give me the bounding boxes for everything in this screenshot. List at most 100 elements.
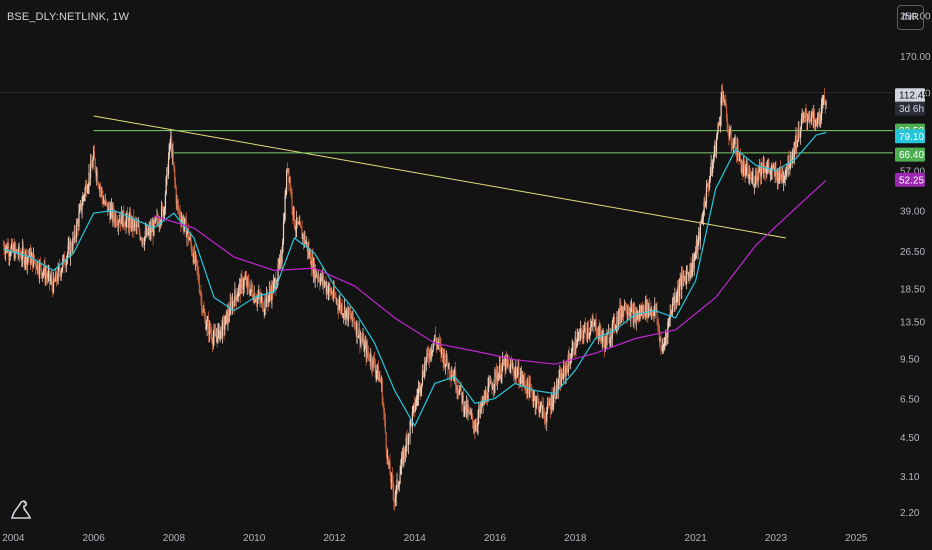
- candle: [133, 221, 136, 228]
- candle: [106, 202, 109, 212]
- candle: [76, 223, 78, 238]
- candle: [235, 295, 238, 301]
- candle: [264, 299, 266, 311]
- candle: [249, 289, 251, 295]
- candle: [821, 99, 823, 105]
- candle: [600, 326, 602, 335]
- candle: [346, 308, 349, 321]
- candle: [172, 149, 174, 162]
- candle: [755, 171, 757, 183]
- candle: [251, 284, 253, 290]
- candle: [673, 297, 675, 303]
- candle: [102, 196, 104, 204]
- candle: [805, 111, 807, 117]
- candle: [240, 277, 242, 294]
- candle: [624, 302, 626, 311]
- candle: [173, 161, 175, 169]
- candle: [766, 168, 768, 173]
- trendline[interactable]: [93, 115, 787, 239]
- candle: [371, 365, 373, 369]
- candle: [66, 253, 69, 258]
- candle: [272, 282, 275, 293]
- candle: [231, 302, 233, 311]
- candle: [783, 179, 786, 181]
- candle: [538, 400, 540, 413]
- candle: [773, 167, 775, 169]
- candle: [471, 414, 473, 416]
- candle: [177, 205, 180, 211]
- candle: [414, 403, 416, 411]
- candle: [396, 480, 398, 487]
- tradingview-logo-icon[interactable]: [8, 496, 34, 522]
- candle: [630, 307, 632, 319]
- candle: [66, 257, 68, 266]
- candle: [300, 226, 302, 229]
- candle: [123, 223, 126, 226]
- candle: [750, 177, 752, 181]
- candle: [823, 96, 826, 101]
- candle: [227, 310, 229, 324]
- candle: [587, 327, 589, 337]
- candle: [117, 221, 119, 226]
- candle: [184, 218, 186, 224]
- x-tick-label: 2021: [685, 533, 708, 544]
- candle: [232, 301, 234, 302]
- candle: [637, 311, 640, 318]
- candle: [340, 301, 342, 310]
- candle: [499, 364, 501, 374]
- candle: [559, 373, 561, 377]
- candle: [516, 368, 518, 378]
- candle: [78, 212, 80, 227]
- candle: [199, 291, 201, 294]
- candle: [651, 310, 654, 314]
- candle: [801, 117, 803, 119]
- candle: [103, 203, 105, 205]
- candle: [137, 226, 140, 227]
- candle: [39, 262, 41, 275]
- candle: [389, 462, 391, 476]
- candle: [386, 448, 388, 460]
- candle: [37, 262, 39, 272]
- candle: [520, 373, 522, 378]
- candle: [689, 263, 691, 278]
- candle: [242, 278, 244, 290]
- candle: [321, 274, 323, 282]
- candle: [543, 405, 545, 414]
- candle: [281, 252, 283, 263]
- candle: [201, 310, 204, 312]
- candle: [149, 227, 151, 235]
- candle: [634, 309, 636, 312]
- candle: [181, 217, 184, 220]
- x-tick-label: 2025: [845, 533, 868, 544]
- candle: [15, 250, 18, 252]
- currency-button[interactable]: INR: [897, 5, 924, 30]
- candle: [432, 343, 434, 351]
- candle: [256, 297, 258, 303]
- candle: [165, 177, 167, 195]
- candle: [438, 341, 440, 345]
- candle: [678, 285, 681, 297]
- candle: [795, 136, 797, 150]
- candle: [615, 326, 617, 328]
- candle: [498, 373, 500, 381]
- candle: [764, 171, 766, 173]
- x-tick-label: 2023: [765, 533, 788, 544]
- candle: [552, 403, 554, 408]
- candle: [631, 306, 633, 308]
- candle: [167, 167, 169, 175]
- candle: [677, 286, 679, 297]
- candle: [204, 317, 207, 330]
- candle: [653, 309, 655, 316]
- candle: [140, 238, 143, 241]
- candle: [333, 288, 336, 297]
- candle: [461, 391, 463, 404]
- candle: [560, 373, 562, 386]
- candle: [335, 296, 337, 301]
- candle: [108, 205, 110, 210]
- candle: [338, 304, 340, 310]
- price-badge-label: 52.25: [899, 175, 924, 186]
- candle: [543, 413, 545, 416]
- candle: [242, 285, 244, 290]
- candle: [510, 363, 512, 365]
